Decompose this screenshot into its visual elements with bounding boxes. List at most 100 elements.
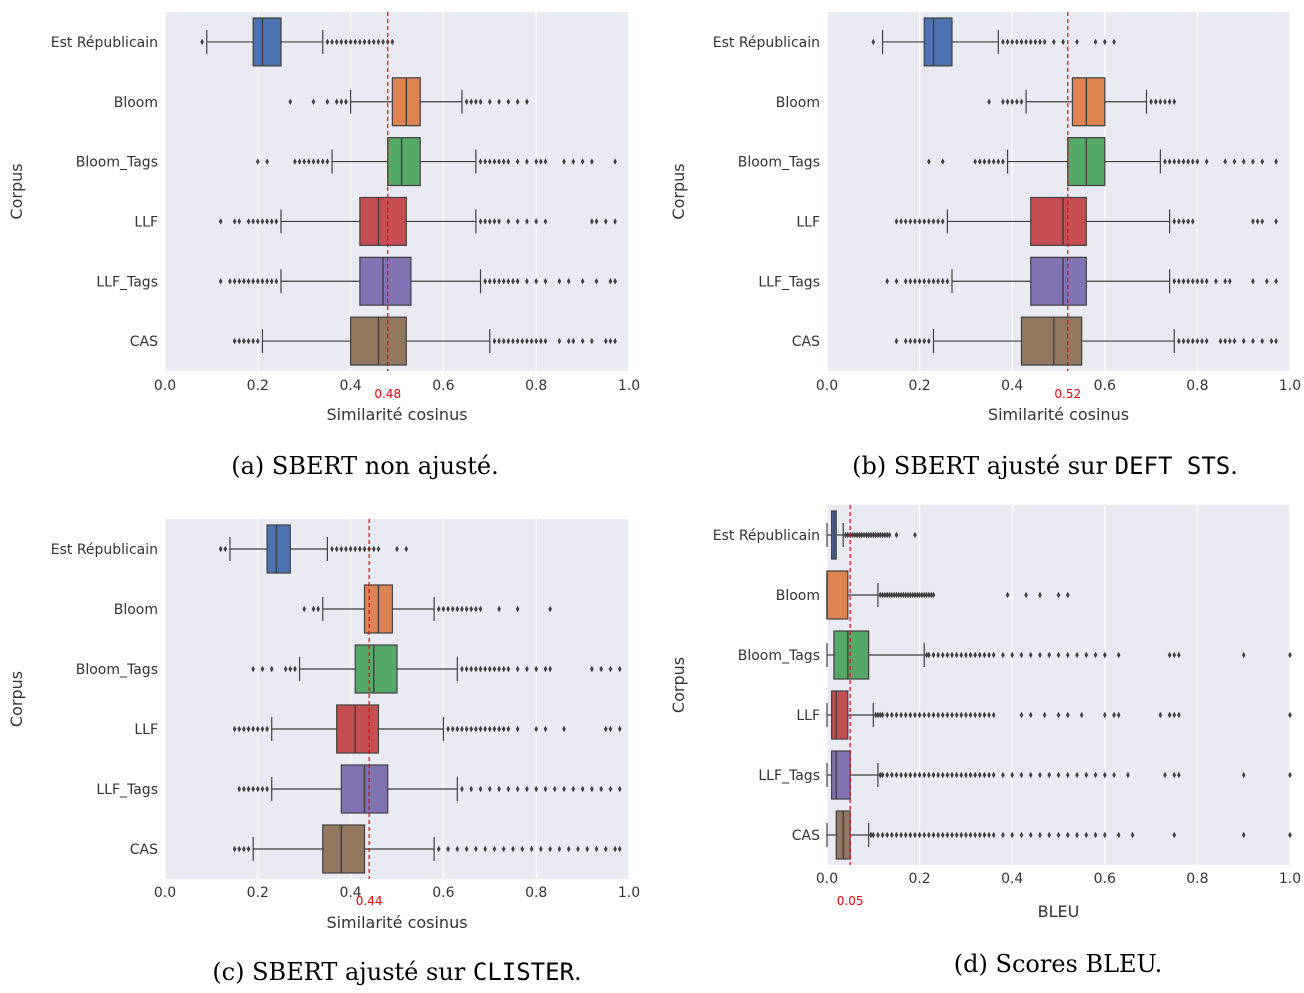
outlier-point bbox=[344, 38, 348, 46]
outlier-point bbox=[571, 158, 576, 165]
outlier-point bbox=[580, 158, 585, 165]
outlier-point bbox=[483, 725, 487, 733]
outlier-point bbox=[376, 545, 381, 553]
outlier-point bbox=[256, 785, 260, 793]
outlier-point bbox=[880, 771, 885, 779]
outlier-point bbox=[1005, 98, 1010, 105]
outlier-point bbox=[334, 545, 339, 553]
outlier-point bbox=[446, 845, 450, 853]
outlier-point bbox=[316, 605, 320, 613]
outlier-point bbox=[1228, 278, 1232, 285]
outlier-point bbox=[964, 771, 968, 779]
category-label: Bloom bbox=[776, 95, 820, 111]
outlier-point bbox=[862, 531, 866, 539]
box-est-r-publicain bbox=[826, 510, 917, 560]
outlier-point bbox=[903, 278, 908, 285]
outlier-point bbox=[876, 831, 880, 839]
outlier-point bbox=[274, 278, 279, 285]
outlier-point bbox=[237, 725, 242, 733]
outlier-point bbox=[436, 605, 441, 613]
outlier-point bbox=[931, 278, 936, 285]
caption-c-mono: CLISTER bbox=[472, 958, 575, 986]
outlier-point bbox=[1177, 158, 1181, 165]
outlier-point bbox=[917, 591, 922, 599]
outlier-point bbox=[265, 725, 269, 733]
x-tick-label: 0.6 bbox=[1094, 378, 1116, 394]
outlier-point bbox=[474, 98, 478, 105]
category-label: Bloom bbox=[114, 602, 158, 618]
outlier-point bbox=[945, 651, 950, 659]
outlier-point bbox=[1028, 651, 1033, 659]
box-iqr bbox=[826, 570, 849, 620]
outlier-point bbox=[353, 38, 358, 46]
outlier-point bbox=[1126, 771, 1130, 779]
box-bloom-tags bbox=[251, 644, 622, 694]
category-label: Bloom_Tags bbox=[738, 648, 820, 664]
outlier-point bbox=[959, 651, 964, 659]
chart-panel-b: 0.0 0.2 0.4 0.6 0.8 1.0 Est Républicain Bloom Bl… bbox=[669, 12, 1301, 424]
outlier-point bbox=[954, 831, 959, 839]
outlier-point bbox=[242, 725, 246, 733]
outlier-point bbox=[931, 831, 936, 839]
outlier-point bbox=[543, 725, 548, 733]
outlier-point bbox=[1056, 711, 1061, 719]
outlier-point bbox=[381, 38, 385, 46]
outlier-point bbox=[604, 725, 608, 733]
category-label: CAS bbox=[792, 828, 820, 844]
outlier-point bbox=[1260, 337, 1265, 345]
outlier-point bbox=[1172, 98, 1177, 105]
outlier-point bbox=[1186, 278, 1190, 285]
outlier-point bbox=[269, 218, 274, 225]
category-label: Bloom_Tags bbox=[76, 155, 158, 171]
outlier-point bbox=[1112, 38, 1116, 46]
outlier-point bbox=[908, 278, 913, 285]
outlier-point bbox=[878, 531, 883, 539]
outlier-point bbox=[534, 278, 538, 285]
outlier-point bbox=[302, 605, 306, 613]
outlier-point bbox=[358, 38, 362, 46]
outlier-point bbox=[927, 158, 931, 165]
category-label: Bloom bbox=[114, 95, 158, 111]
box-llf-tags bbox=[885, 256, 1278, 306]
outlier-point bbox=[880, 591, 885, 599]
outlier-point bbox=[1172, 278, 1177, 285]
outlier-point bbox=[1195, 158, 1200, 165]
outlier-point bbox=[348, 545, 353, 553]
outlier-point bbox=[850, 531, 855, 539]
outlier-point bbox=[497, 725, 501, 733]
outlier-point bbox=[246, 337, 251, 345]
outlier-point bbox=[464, 845, 469, 853]
outlier-point bbox=[218, 278, 223, 285]
outlier-point bbox=[1001, 158, 1005, 165]
outlier-point bbox=[334, 98, 339, 105]
outlier-point bbox=[1167, 98, 1172, 105]
outlier-point bbox=[455, 845, 460, 853]
outlier-point bbox=[915, 591, 920, 599]
category-label: Bloom_Tags bbox=[76, 662, 158, 678]
outlier-point bbox=[899, 711, 903, 719]
outlier-point bbox=[894, 218, 899, 225]
outlier-point bbox=[1204, 337, 1209, 345]
outlier-point bbox=[924, 651, 929, 659]
outlier-point bbox=[608, 278, 613, 285]
outlier-point bbox=[917, 218, 922, 225]
outlier-point bbox=[307, 158, 311, 165]
outlier-point bbox=[246, 218, 251, 225]
outlier-point bbox=[982, 771, 987, 779]
category-label: LLF_Tags bbox=[758, 274, 820, 290]
outlier-point bbox=[478, 665, 483, 673]
outlier-point bbox=[987, 831, 991, 839]
outlier-point bbox=[506, 158, 511, 165]
outlier-point bbox=[539, 158, 543, 165]
outlier-point bbox=[478, 98, 483, 105]
outlier-point bbox=[869, 831, 873, 839]
outlier-point bbox=[525, 337, 529, 345]
outlier-point bbox=[1241, 831, 1246, 839]
outlier-point bbox=[1056, 831, 1061, 839]
outlier-point bbox=[1042, 711, 1047, 719]
outlier-point bbox=[1047, 651, 1052, 659]
box-cas bbox=[232, 316, 617, 366]
outlier-point bbox=[478, 605, 483, 613]
outlier-point bbox=[1195, 337, 1200, 345]
outlier-point bbox=[987, 711, 991, 719]
